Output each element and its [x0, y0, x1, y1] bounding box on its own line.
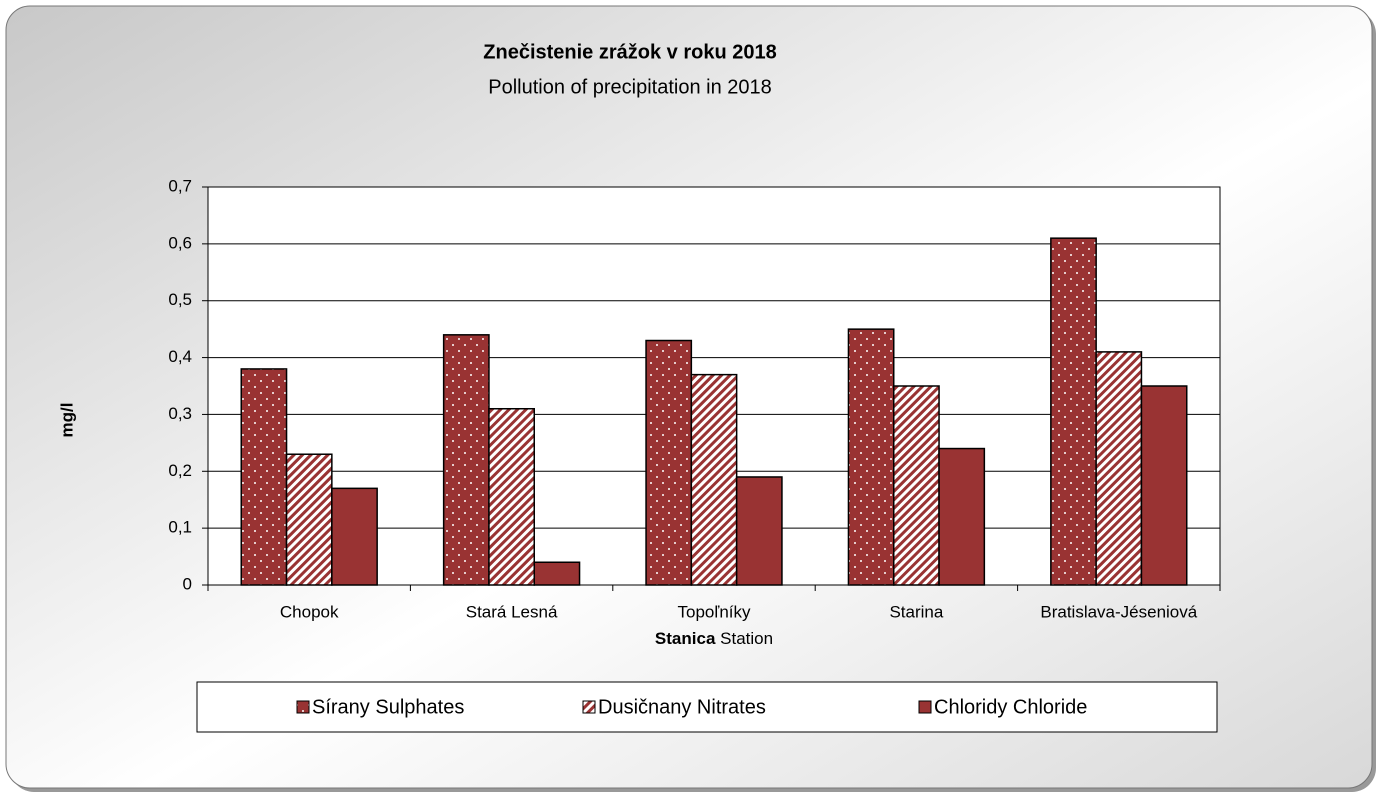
x-axis-label: Stanica Station: [655, 629, 773, 648]
chart-title: Znečistenie zrážok v roku 2018: [483, 41, 776, 63]
x-tick-label: Bratislava-Jéseniová: [1040, 602, 1197, 621]
y-tick-label: 0,1: [168, 518, 192, 537]
y-tick-label: 0,6: [168, 233, 192, 252]
y-tick-label: 0: [183, 574, 192, 593]
legend-swatch: [918, 700, 932, 714]
bar: [240, 368, 288, 586]
y-tick-label: 0,2: [168, 461, 192, 480]
y-tick-label: 0,4: [168, 347, 192, 366]
bar: [533, 561, 581, 586]
bar: [331, 487, 378, 586]
legend-swatch: [582, 700, 596, 714]
legend: [196, 681, 1218, 733]
bar: [690, 373, 738, 586]
x-axis-label-bold: Stanica: [655, 629, 716, 648]
x-tick-label: Chopok: [280, 602, 339, 621]
bar: [893, 385, 940, 586]
bar: [442, 334, 490, 586]
y-tick-label: 0,5: [168, 290, 192, 309]
x-tick-label: Stará Lesná: [466, 602, 558, 621]
bar: [285, 453, 333, 586]
x-tick-label: Topoľníky: [678, 602, 751, 621]
y-axis-label: mg/l: [57, 403, 76, 438]
legend-swatch: [296, 700, 310, 714]
bar: [1140, 385, 1188, 586]
legend-label: Dusičnany Nitrates: [598, 696, 766, 718]
bar: [645, 339, 693, 586]
legend-label: Chloridy Chloride: [934, 696, 1087, 718]
bar: [488, 407, 536, 586]
bar: [735, 476, 783, 586]
bar: [1095, 351, 1143, 586]
chart-subtitle: Pollution of precipitation in 2018: [488, 76, 772, 98]
bar: [938, 447, 986, 586]
y-tick-label: 0,7: [168, 176, 192, 195]
y-tick-label: 0,3: [168, 404, 192, 423]
legend-label: Sírany Sulphates: [312, 696, 464, 718]
x-tick-label: Starina: [889, 602, 943, 621]
bar: [847, 328, 895, 586]
bar: [1050, 237, 1097, 586]
x-axis-label-text: Station: [720, 629, 773, 648]
